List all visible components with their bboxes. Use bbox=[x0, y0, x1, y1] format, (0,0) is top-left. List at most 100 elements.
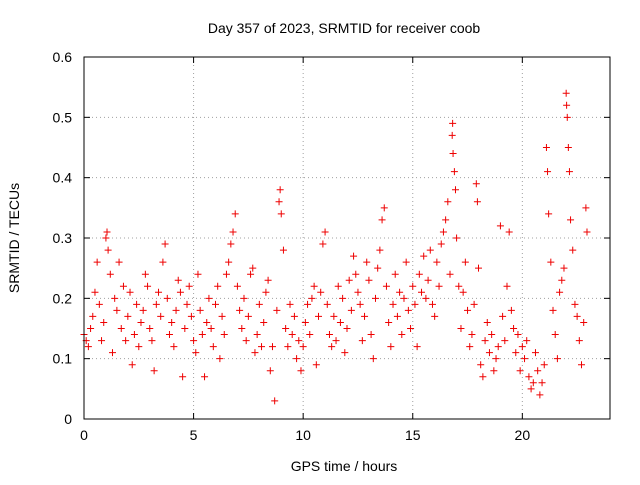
data-point bbox=[251, 349, 259, 357]
data-point bbox=[485, 349, 493, 357]
data-point bbox=[391, 270, 399, 278]
data-point bbox=[534, 367, 542, 375]
data-point bbox=[117, 325, 125, 332]
data-point bbox=[159, 258, 167, 266]
data-point bbox=[214, 282, 222, 290]
data-point bbox=[84, 343, 92, 351]
data-point bbox=[435, 282, 443, 290]
data-point bbox=[225, 258, 233, 266]
data-point bbox=[352, 270, 360, 278]
data-point bbox=[130, 331, 138, 339]
data-point bbox=[481, 337, 489, 345]
data-point bbox=[442, 216, 450, 224]
data-point bbox=[565, 168, 573, 176]
x-axis-label: GPS time / hours bbox=[291, 458, 398, 474]
data-point bbox=[505, 228, 513, 236]
y-tick-label: 0.1 bbox=[53, 351, 73, 367]
data-point bbox=[510, 325, 518, 332]
data-point bbox=[540, 361, 548, 369]
data-point bbox=[141, 270, 149, 278]
data-point bbox=[299, 343, 307, 351]
data-point bbox=[407, 325, 415, 332]
data-point bbox=[437, 240, 445, 248]
data-point bbox=[312, 361, 320, 369]
data-point bbox=[192, 349, 200, 357]
data-point bbox=[490, 367, 498, 375]
data-point bbox=[172, 306, 180, 314]
data-point bbox=[276, 186, 284, 194]
data-point bbox=[93, 258, 101, 266]
data-point bbox=[496, 222, 504, 230]
data-point bbox=[87, 325, 95, 332]
x-tick-label: 20 bbox=[515, 427, 531, 443]
data-point bbox=[165, 331, 173, 339]
data-point bbox=[507, 306, 515, 314]
data-point bbox=[472, 180, 480, 188]
data-point bbox=[323, 300, 331, 308]
data-point bbox=[446, 270, 454, 278]
data-point bbox=[216, 355, 224, 363]
data-point bbox=[575, 337, 583, 345]
data-point bbox=[89, 312, 97, 320]
data-point bbox=[135, 343, 143, 351]
data-point bbox=[466, 343, 474, 351]
data-point bbox=[433, 258, 441, 266]
data-point bbox=[503, 282, 511, 290]
data-point bbox=[334, 282, 342, 290]
data-point bbox=[431, 312, 439, 320]
data-point bbox=[569, 246, 577, 254]
data-point bbox=[525, 373, 533, 381]
data-point bbox=[393, 312, 401, 320]
data-point bbox=[358, 337, 366, 345]
data-point bbox=[102, 234, 110, 242]
data-point bbox=[242, 337, 250, 345]
data-point bbox=[297, 367, 305, 375]
data-point bbox=[152, 300, 160, 308]
data-point bbox=[571, 300, 579, 308]
data-point bbox=[220, 331, 228, 339]
data-point bbox=[356, 300, 364, 308]
data-point bbox=[321, 228, 329, 236]
y-tick-label: 0.6 bbox=[53, 49, 73, 65]
data-point bbox=[196, 306, 204, 314]
data-point bbox=[319, 240, 327, 248]
data-point bbox=[450, 168, 458, 176]
data-point bbox=[148, 337, 156, 345]
data-point bbox=[301, 318, 309, 326]
data-point bbox=[231, 210, 239, 218]
data-point bbox=[402, 258, 410, 266]
y-tick-label: 0.4 bbox=[53, 170, 73, 186]
data-point bbox=[529, 379, 537, 387]
data-point bbox=[542, 144, 550, 151]
data-point bbox=[209, 343, 217, 351]
data-point bbox=[157, 312, 165, 320]
data-point bbox=[275, 198, 283, 206]
data-point bbox=[91, 288, 99, 296]
axis-ticks bbox=[83, 56, 610, 420]
data-point bbox=[253, 331, 261, 339]
data-point bbox=[389, 300, 397, 308]
data-point bbox=[449, 119, 457, 127]
data-point bbox=[341, 349, 349, 357]
data-point bbox=[451, 186, 459, 194]
data-point bbox=[295, 337, 303, 345]
data-point bbox=[339, 294, 347, 302]
data-point bbox=[317, 288, 325, 296]
data-point bbox=[161, 240, 169, 248]
y-tick-labels: 0 0.1 0.2 0.3 0.4 0.5 0.6 bbox=[53, 49, 73, 427]
data-point bbox=[374, 264, 382, 272]
data-point bbox=[260, 318, 268, 326]
data-point bbox=[266, 367, 274, 375]
data-point bbox=[468, 331, 476, 339]
data-point bbox=[556, 288, 564, 296]
data-point bbox=[363, 258, 371, 266]
data-point bbox=[547, 258, 555, 266]
data-point bbox=[470, 300, 478, 308]
data-point bbox=[418, 288, 426, 296]
data-point bbox=[545, 210, 553, 218]
data-point bbox=[190, 337, 198, 345]
data-point bbox=[521, 355, 529, 363]
data-point bbox=[343, 325, 351, 332]
